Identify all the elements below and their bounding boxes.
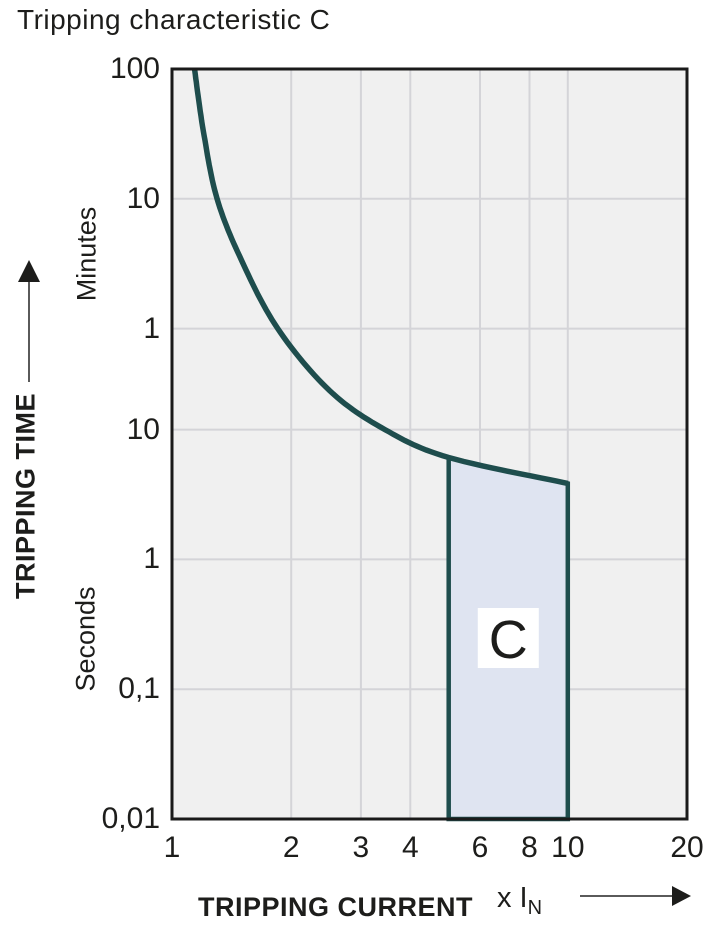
x-axis-multiplier: x IN <box>497 882 542 920</box>
y-tick-label: 10 <box>126 412 160 446</box>
y-tick-label: 1 <box>143 542 160 576</box>
tripping-curve <box>191 68 569 487</box>
x-tick-label: 1 <box>163 831 181 864</box>
y-axis-title: TRIPPING TIME <box>10 392 41 600</box>
x-axis-title: TRIPPING CURRENT <box>198 892 474 922</box>
y-unit-seconds-label: Seconds <box>70 586 101 692</box>
x-tick-label: 8 <box>521 831 538 864</box>
y-unit-minutes-label: Minutes <box>71 206 102 302</box>
plot-border <box>170 67 689 821</box>
figure-title: Tripping characteristic C <box>17 4 331 35</box>
trip-band-label: C <box>489 610 528 670</box>
trip-band-label-box <box>477 608 539 668</box>
y-tick-label: 10 <box>126 181 160 215</box>
x-tick-label: 2 <box>282 831 300 864</box>
plot-background <box>172 69 687 819</box>
multiplier-text: x I <box>497 882 528 914</box>
x-tick-label: 3 <box>352 831 370 864</box>
y-tick-label: 1 <box>143 311 160 345</box>
x-tick-label: 20 <box>670 831 704 864</box>
x-tick-label: 10 <box>551 831 585 864</box>
multiplier-subscript: N <box>527 896 543 919</box>
x-tick-label: 4 <box>401 831 419 864</box>
y-tick-label: 0,01 <box>101 802 160 835</box>
x-tick-label: 6 <box>471 831 489 864</box>
y-tick-label: 0,1 <box>118 672 160 706</box>
y-tick-label: 100 <box>109 52 160 85</box>
